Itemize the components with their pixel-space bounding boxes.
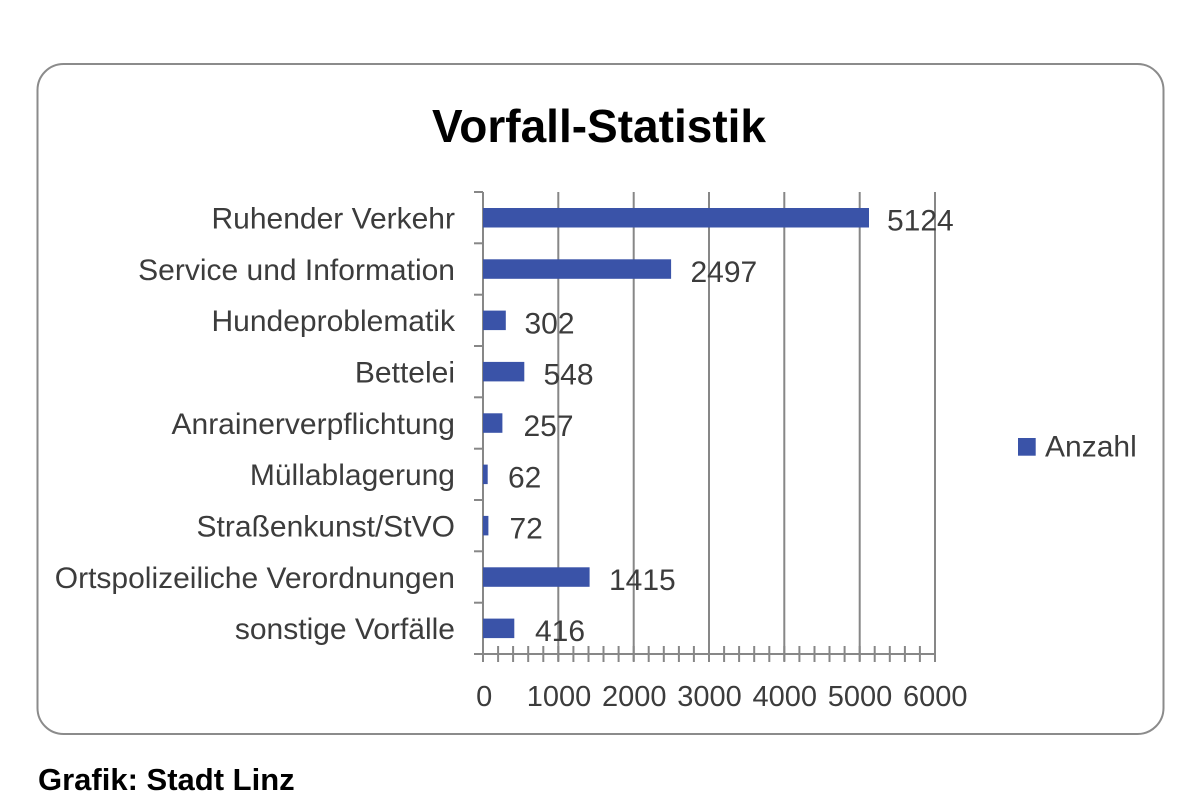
svg-text:3000: 3000 <box>677 681 742 713</box>
svg-text:257: 257 <box>524 410 574 443</box>
svg-text:2497: 2497 <box>691 256 758 289</box>
svg-text:6000: 6000 <box>903 681 968 713</box>
svg-text:1000: 1000 <box>527 681 592 713</box>
svg-text:4000: 4000 <box>753 681 818 713</box>
svg-text:62: 62 <box>508 462 541 495</box>
svg-text:Straßenkunst/StVO: Straßenkunst/StVO <box>197 511 455 544</box>
svg-text:sonstige Vorfälle: sonstige Vorfälle <box>235 613 455 646</box>
svg-text:Ruhender Verkehr: Ruhender Verkehr <box>212 203 456 236</box>
svg-text:Anrainerverpflichtung: Anrainerverpflichtung <box>172 408 456 441</box>
svg-text:416: 416 <box>535 615 585 648</box>
svg-text:Hundeproblematik: Hundeproblematik <box>212 305 456 338</box>
svg-text:0: 0 <box>476 681 492 713</box>
svg-text:Service und Information: Service und Information <box>138 254 455 287</box>
svg-text:548: 548 <box>544 359 594 392</box>
svg-text:Anzahl: Anzahl <box>1045 431 1137 464</box>
svg-text:Ortspolizeiliche Verordnungen: Ortspolizeiliche Verordnungen <box>55 562 455 595</box>
svg-text:Bettelei: Bettelei <box>355 357 455 390</box>
svg-text:Vorfall-Statistik: Vorfall-Statistik <box>432 100 766 152</box>
svg-text:Müllablagerung: Müllablagerung <box>250 459 455 492</box>
svg-text:72: 72 <box>510 513 543 546</box>
svg-text:2000: 2000 <box>602 681 667 713</box>
svg-text:302: 302 <box>525 308 575 341</box>
svg-text:1415: 1415 <box>609 564 676 597</box>
svg-text:5000: 5000 <box>828 681 893 713</box>
svg-text:5124: 5124 <box>887 205 954 238</box>
svg-text:Grafik: Stadt Linz: Grafik: Stadt Linz <box>38 762 295 797</box>
